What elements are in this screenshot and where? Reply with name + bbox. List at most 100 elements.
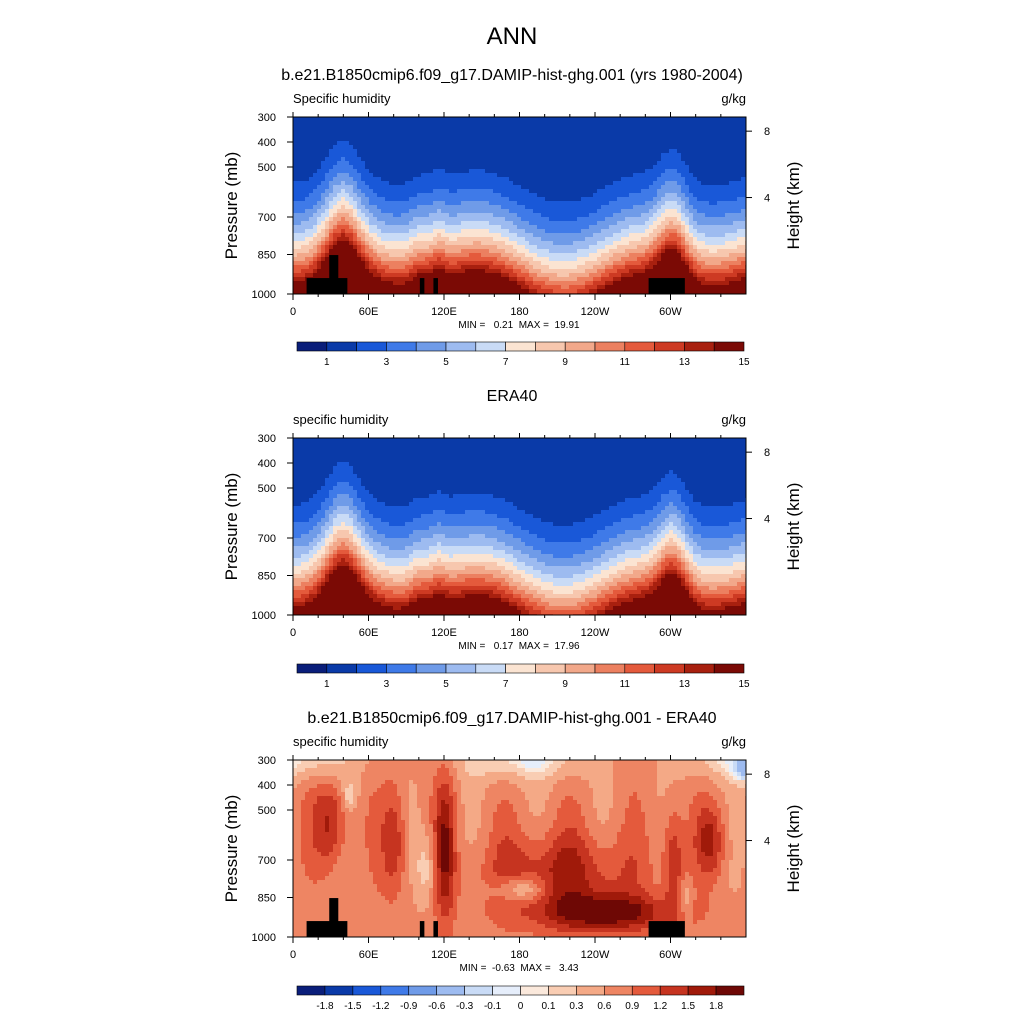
x-tick-label: 180	[510, 949, 528, 961]
colorbar-segment	[564, 341, 596, 352]
colorbar-segment	[520, 985, 549, 996]
colorbar-segment	[436, 985, 465, 996]
y-tick-label: 1000	[252, 932, 276, 944]
topography-block	[648, 921, 685, 937]
colorbar-label: 7	[503, 357, 509, 368]
colorbar-segment	[475, 663, 506, 674]
colorbar-segment	[296, 341, 328, 352]
colorbar-segment	[564, 663, 596, 674]
colorbar-segment	[594, 341, 626, 352]
topography-block	[419, 278, 425, 294]
topography-block	[648, 278, 685, 294]
colorbar-segment	[356, 341, 387, 352]
colorbar-segment	[415, 341, 447, 352]
contour-field	[293, 117, 747, 295]
variable-label: specific humidity	[293, 412, 389, 427]
panel-title: b.e21.B1850cmip6.f09_g17.DAMIP-hist-ghg.…	[281, 67, 743, 84]
min-max-stats: MIN = -0.63 MAX = 3.43	[460, 963, 579, 974]
topography-block	[433, 278, 438, 294]
panel-3	[287, 755, 752, 996]
x-tick-label: 60E	[359, 949, 379, 961]
units-label: g/kg	[721, 91, 746, 106]
colorbar-label: 1	[324, 679, 330, 690]
panel-1	[287, 112, 752, 352]
colorbar-segment	[464, 985, 493, 996]
colorbar-segment	[654, 341, 685, 352]
topography-block	[329, 255, 339, 294]
colorbar-label: 0	[518, 1001, 524, 1012]
colorbar-segment	[386, 663, 417, 674]
contour-field	[293, 438, 747, 616]
colorbar-label: 1.5	[681, 1001, 695, 1012]
y2-tick-label: 8	[764, 447, 770, 459]
topography-mask	[306, 255, 685, 294]
colorbar-segment	[535, 663, 566, 674]
colorbar-segment	[492, 985, 521, 996]
y-axis-title: Pressure (mb)	[222, 795, 241, 903]
y-tick-label: 700	[258, 533, 276, 545]
colorbar-segment	[324, 985, 354, 996]
y-tick-label: 850	[258, 249, 276, 261]
topography-block	[306, 278, 348, 294]
y-tick-label: 700	[258, 212, 276, 224]
y-tick-label: 400	[258, 137, 276, 149]
y2-tick-label: 4	[764, 514, 770, 526]
colorbar-label: 3	[384, 357, 390, 368]
topography-block	[419, 921, 425, 937]
colorbar-label: 15	[738, 679, 750, 690]
colorbar-segment	[594, 663, 626, 674]
x-tick-label: 120E	[431, 949, 457, 961]
units-label: g/kg	[721, 734, 746, 749]
variable-label: specific humidity	[293, 734, 389, 749]
colorbar-label: -0.3	[456, 1001, 474, 1012]
x-tick-label: 60W	[659, 306, 682, 318]
y-axis-title: Pressure (mb)	[222, 473, 241, 581]
y-axis-title: Pressure (mb)	[222, 152, 241, 260]
y-tick-label: 500	[258, 483, 276, 495]
y2-tick-label: 4	[764, 836, 770, 848]
units-label: g/kg	[721, 412, 746, 427]
x-tick-label: 120W	[581, 949, 610, 961]
topography-block	[306, 921, 348, 937]
colorbar-segment	[505, 341, 536, 352]
x-tick-label: 120W	[581, 306, 610, 318]
x-tick-label: 0	[290, 306, 296, 318]
y-tick-label: 850	[258, 570, 276, 582]
colorbar-label: 5	[443, 679, 449, 690]
colorbar-segment	[631, 985, 661, 996]
y-tick-label: 400	[258, 458, 276, 470]
x-tick-label: 120E	[431, 627, 457, 639]
colorbar-label: 15	[738, 357, 750, 368]
y2-axis-title: Height (km)	[784, 805, 803, 893]
colorbar-segment	[713, 663, 745, 674]
panel-title: b.e21.B1850cmip6.f09_g17.DAMIP-hist-ghg.…	[307, 710, 716, 727]
colorbar-label: -1.8	[316, 1001, 334, 1012]
x-tick-label: 60W	[659, 949, 682, 961]
y-tick-label: 500	[258, 162, 276, 174]
colorbar	[296, 663, 745, 674]
x-tick-label: 180	[510, 306, 528, 318]
colorbar-segment	[548, 985, 577, 996]
colorbar-segment	[386, 341, 417, 352]
colorbar-label: 0.1	[541, 1001, 555, 1012]
colorbar-label: 9	[562, 679, 568, 690]
min-max-stats: MIN = 0.21 MAX = 19.91	[458, 320, 580, 331]
colorbar-label: 0.3	[569, 1001, 583, 1012]
x-tick-label: 180	[510, 627, 528, 639]
y-tick-label: 300	[258, 433, 276, 445]
colorbar-segment	[654, 663, 685, 674]
colorbar-segment	[624, 341, 655, 352]
colorbar-label: 1.2	[653, 1001, 667, 1012]
x-tick-label: 60E	[359, 306, 379, 318]
variable-label: Specific humidity	[293, 91, 391, 106]
colorbar-segment	[505, 663, 536, 674]
colorbar-label: -0.6	[428, 1001, 446, 1012]
colorbar-segment	[475, 341, 506, 352]
y-tick-label: 400	[258, 780, 276, 792]
panel-2	[287, 433, 752, 674]
y2-tick-label: 8	[764, 126, 770, 138]
colorbar	[296, 985, 745, 996]
colorbar-segment	[604, 985, 633, 996]
y-tick-label: 300	[258, 755, 276, 767]
x-tick-label: 120E	[431, 306, 457, 318]
